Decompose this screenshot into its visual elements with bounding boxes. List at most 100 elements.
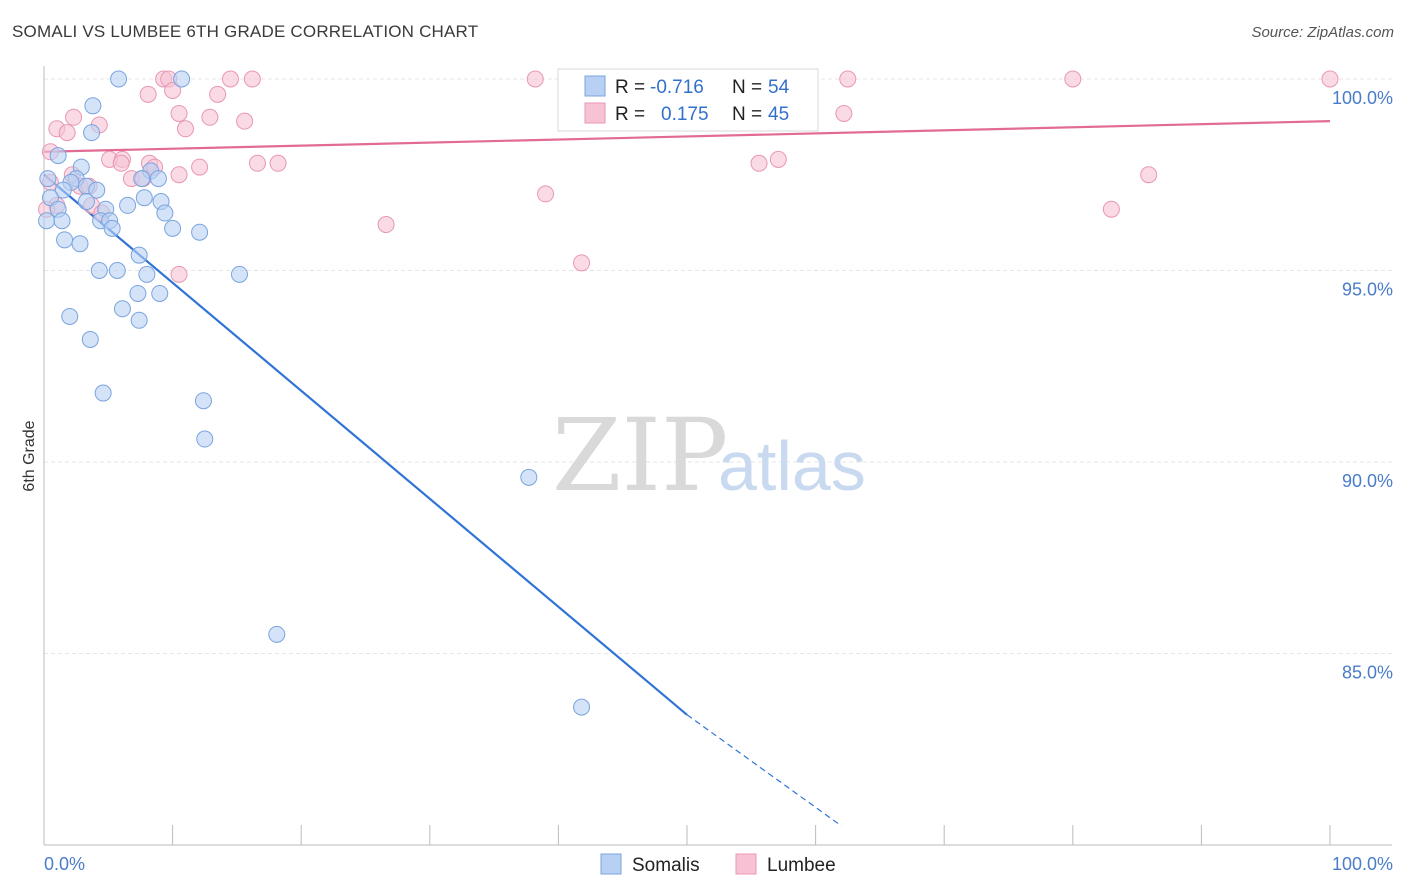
somali-point	[133, 170, 151, 188]
lumbee-point	[170, 166, 188, 184]
tick-labels: 85.0% 90.0% 95.0% 100.0% 0.0% 100.0%	[44, 88, 1393, 874]
somali-point	[520, 468, 538, 486]
lumbee-point	[839, 70, 857, 88]
y-tick-label: 85.0%	[1342, 663, 1393, 683]
lumbee-point	[164, 81, 182, 99]
somali-point	[110, 70, 128, 88]
somali-point	[191, 223, 209, 241]
somali-point	[38, 212, 56, 230]
somali-point	[135, 189, 153, 207]
somali-point	[84, 97, 102, 115]
lumbee-point	[750, 154, 768, 172]
lumbee-point	[209, 85, 227, 103]
lumbee-point	[269, 154, 287, 172]
somali-point	[130, 246, 148, 264]
lumbee-point	[835, 104, 853, 122]
legend-lumbee-swatch	[584, 102, 606, 124]
lumbee-point	[243, 70, 261, 88]
bottom-legend-lumbee-swatch	[735, 853, 757, 875]
somali-point	[56, 231, 74, 249]
somali-point	[149, 170, 167, 188]
watermark-zip: ZIP	[552, 397, 728, 514]
legend-lumbee-r-label: R =	[615, 104, 645, 125]
lumbee-point	[201, 108, 219, 126]
lumbee-point	[1321, 70, 1339, 88]
somali-point	[196, 430, 214, 448]
somali-point	[164, 219, 182, 237]
y-tick-label: 100.0%	[1332, 88, 1393, 108]
lumbee-point	[248, 154, 266, 172]
lumbee-point	[573, 254, 591, 272]
somali-point	[103, 219, 121, 237]
somali-trend-extension	[686, 714, 842, 827]
lumbee-point	[170, 104, 188, 122]
somali-points	[38, 70, 591, 716]
lumbee-point	[1102, 200, 1120, 218]
bottom-legend-somali-label: Somalis	[632, 855, 700, 876]
lumbee-trend-line	[43, 120, 1331, 153]
somali-point	[151, 284, 169, 302]
lumbee-point	[170, 265, 188, 283]
somali-point	[83, 124, 101, 142]
somali-trend-line	[43, 173, 688, 716]
axes	[43, 66, 1392, 846]
bottom-legend-lumbee-label: Lumbee	[767, 855, 836, 876]
somali-point	[61, 307, 79, 325]
legend-somali-n-value: 54	[768, 77, 790, 98]
lumbee-point	[236, 112, 254, 130]
trend-lines	[43, 120, 1331, 827]
somali-point	[39, 170, 57, 188]
lumbee-point	[65, 108, 83, 126]
legend-somali-n-label: N =	[732, 77, 762, 98]
lumbee-point	[176, 120, 194, 138]
lumbee-point	[191, 158, 209, 176]
lumbee-point	[526, 70, 544, 88]
somali-point	[77, 193, 95, 211]
legend-somali-r-value: -0.716	[650, 77, 704, 98]
somali-point	[130, 311, 148, 329]
y-tick-label: 90.0%	[1342, 471, 1393, 491]
lumbee-point	[769, 150, 787, 168]
lumbee-point	[139, 85, 157, 103]
grid-lines	[44, 78, 1392, 654]
x-tick-label: 0.0%	[44, 854, 85, 874]
somali-point	[129, 284, 147, 302]
legend-somali-r-label: R =	[615, 77, 645, 98]
somali-point	[90, 262, 108, 279]
somali-point	[194, 392, 212, 410]
somali-point	[49, 147, 67, 165]
lumbee-point	[221, 70, 239, 88]
somali-point	[88, 181, 106, 199]
somali-point	[81, 330, 99, 348]
series-legend: Somalis Lumbee	[600, 853, 836, 876]
source-label: Source: ZipAtlas.com	[1251, 24, 1394, 41]
somali-point	[173, 70, 191, 88]
somali-point	[113, 300, 131, 318]
somali-point	[53, 212, 71, 230]
lumbee-point	[58, 124, 76, 142]
y-axis-label: 6th Grade	[21, 420, 38, 491]
lumbee-point	[537, 185, 555, 203]
correlation-legend: R = -0.716 N = 54 R = 0.175 N = 45	[557, 68, 819, 132]
somali-point	[230, 265, 248, 283]
somali-point	[573, 698, 591, 716]
lumbee-point	[112, 154, 130, 172]
somali-point	[94, 384, 112, 402]
somali-point	[156, 204, 174, 222]
somali-point	[119, 196, 137, 214]
legend-lumbee-n-label: N =	[732, 104, 762, 125]
lumbee-point	[1064, 70, 1082, 88]
lumbee-point	[377, 216, 395, 234]
legend-lumbee-r-value: 0.175	[661, 104, 709, 125]
bottom-legend-somali-swatch	[600, 853, 622, 875]
lumbee-point	[1140, 166, 1158, 184]
legend-somali-swatch	[584, 75, 606, 97]
somali-point	[268, 625, 286, 643]
somali-point	[54, 181, 72, 199]
somali-point	[108, 262, 126, 279]
chart-title: SOMALI VS LUMBEE 6TH GRADE CORRELATION C…	[12, 22, 479, 41]
x-tick-label: 100.0%	[1332, 854, 1393, 874]
legend-lumbee-n-value: 45	[768, 104, 789, 125]
y-tick-label: 95.0%	[1342, 280, 1393, 300]
